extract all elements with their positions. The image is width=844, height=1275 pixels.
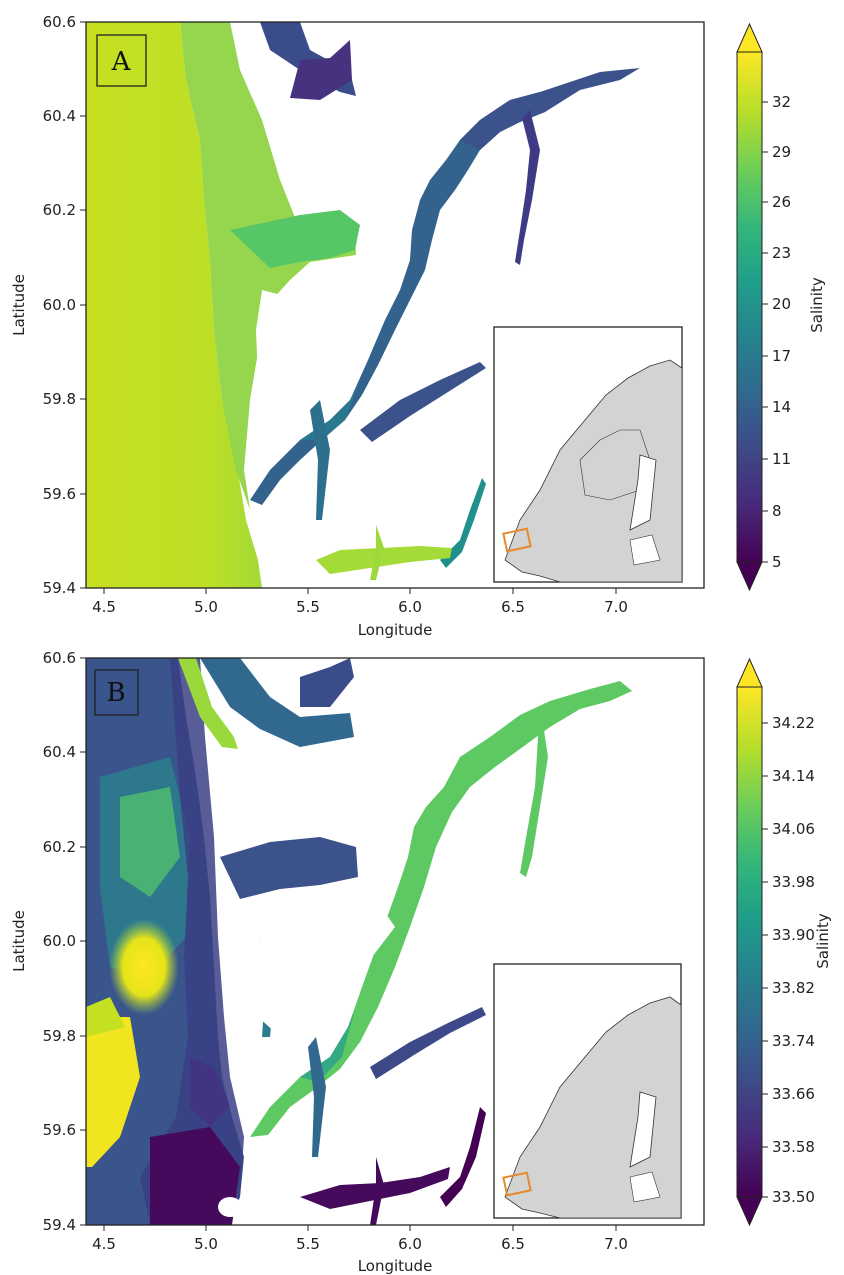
x-tick-label: 7.0 [604, 598, 628, 616]
inset-region-box-a [502, 527, 532, 553]
y-axis-title-a: Latitude [10, 274, 28, 336]
south-fjord-b [300, 1167, 450, 1209]
map-b-svg: B 60.6 60.4 60.2 60.0 59.8 59.6 59.4 Lat… [10, 649, 832, 1275]
y-tick-label: 60.6 [43, 649, 76, 667]
panel-label-a: A [111, 47, 132, 77]
fjord-b [250, 681, 632, 1137]
nw-fjord-b [178, 658, 238, 749]
x-axis-b: 4.5 5.0 5.5 6.0 6.5 7.0 Longitude [92, 1225, 628, 1275]
sorfjord-a [515, 110, 540, 265]
colorbar-tick-label: 8 [772, 502, 782, 520]
fjord-a [250, 92, 560, 505]
colorbar-tick-label: 33.90 [772, 926, 815, 944]
island-b [256, 927, 310, 1033]
sorfjord-b [520, 717, 548, 877]
y-tick-label: 59.4 [43, 579, 76, 597]
inset-map-a [493, 326, 683, 583]
panel-label-b: B [106, 678, 125, 708]
y-axis-b: 60.6 60.4 60.2 60.0 59.8 59.6 59.4 Latit… [10, 649, 86, 1234]
y-axis-title-b: Latitude [10, 910, 28, 972]
y-tick-label: 60.6 [43, 13, 76, 31]
x-tick-label: 6.0 [398, 598, 422, 616]
map-a-svg: A 60.6 60.4 60.2 60.0 59.8 59.6 59.4 Lat… [10, 13, 826, 639]
x-tick-label: 5.5 [296, 598, 320, 616]
panel-a: A 60.6 60.4 60.2 60.0 59.8 59.6 59.4 Lat… [10, 13, 826, 639]
colorbar-tick-label: 33.98 [772, 873, 815, 891]
ocean-a [86, 22, 262, 588]
x-tick-label: 5.5 [296, 1235, 320, 1253]
y-tick-label: 60.0 [43, 296, 76, 314]
x-tick-label: 4.5 [92, 1235, 116, 1253]
colorbar-tick-label: 5 [772, 553, 782, 571]
x-tick-label: 6.0 [398, 1235, 422, 1253]
colorbar-tick-label: 34.14 [772, 767, 815, 785]
colorbar-tick-label: 14 [772, 398, 791, 416]
island-a [256, 290, 310, 396]
x-axis-title-b: Longitude [358, 1257, 433, 1275]
south-fjord-a [316, 546, 452, 574]
colorbar-tick-label: 11 [772, 450, 791, 468]
salinity-field-a [86, 22, 704, 588]
colorbar-tick-label: 32 [772, 93, 791, 111]
colorbar-tick-label: 34.06 [772, 820, 815, 838]
colorbar-tick-label: 17 [772, 347, 791, 365]
colorbar-tick-label: 33.66 [772, 1085, 815, 1103]
y-tick-label: 59.6 [43, 485, 76, 503]
y-tick-label: 59.8 [43, 390, 76, 408]
x-tick-label: 5.0 [194, 1235, 218, 1253]
colorbar-tick-label: 29 [772, 143, 791, 161]
colorbar-tick-label: 34.22 [772, 714, 815, 732]
x-tick-label: 5.0 [194, 598, 218, 616]
y-tick-label: 59.6 [43, 1121, 76, 1139]
x-tick-label: 4.5 [92, 598, 116, 616]
colorbar-tick-label: 33.50 [772, 1188, 815, 1206]
inset-region-box-b [502, 1171, 532, 1197]
inset-map-b [493, 963, 682, 1219]
colorbar-title-a: Salinity [808, 277, 826, 333]
y-axis-a: 60.6 60.4 60.2 60.0 59.8 59.6 59.4 Latit… [10, 13, 86, 597]
colorbar-tick-label: 23 [772, 244, 791, 262]
colorbar-title-b: Salinity [814, 913, 832, 969]
panel-label-box-b: B [94, 669, 139, 716]
y-tick-label: 60.2 [43, 201, 76, 219]
x-tick-label: 6.5 [501, 598, 525, 616]
y-tick-label: 59.4 [43, 1216, 76, 1234]
colorbar-tick-label: 33.82 [772, 979, 815, 997]
x-tick-label: 7.0 [604, 1235, 628, 1253]
bay-b [220, 837, 358, 899]
y-tick-label: 60.0 [43, 932, 76, 950]
x-axis-title-a: Longitude [358, 621, 433, 639]
colorbar-tick-label: 20 [772, 295, 791, 313]
panel-label-box-a: A [96, 34, 147, 87]
colorbar-tick-label: 26 [772, 193, 791, 211]
y-tick-label: 60.4 [43, 743, 76, 761]
y-tick-label: 60.4 [43, 107, 76, 125]
x-axis-a: 4.5 5.0 5.5 6.0 6.5 7.0 Longitude [92, 588, 628, 639]
colorbar-b: 34.22 34.14 34.06 33.98 33.90 33.82 33.7… [736, 657, 832, 1227]
colorbar-tick-label: 33.74 [772, 1032, 815, 1050]
y-tick-label: 59.8 [43, 1027, 76, 1045]
colorbar-a: 32 29 26 23 20 17 14 11 8 5 Salinity [736, 22, 826, 592]
colorbar-tick-label: 33.58 [772, 1138, 815, 1156]
bay-a [230, 210, 360, 268]
x-tick-label: 6.5 [501, 1235, 525, 1253]
salinity-field-b [86, 658, 704, 1225]
panel-b: B 60.6 60.4 60.2 60.0 59.8 59.6 59.4 Lat… [0, 637, 844, 1275]
y-tick-label: 60.2 [43, 838, 76, 856]
